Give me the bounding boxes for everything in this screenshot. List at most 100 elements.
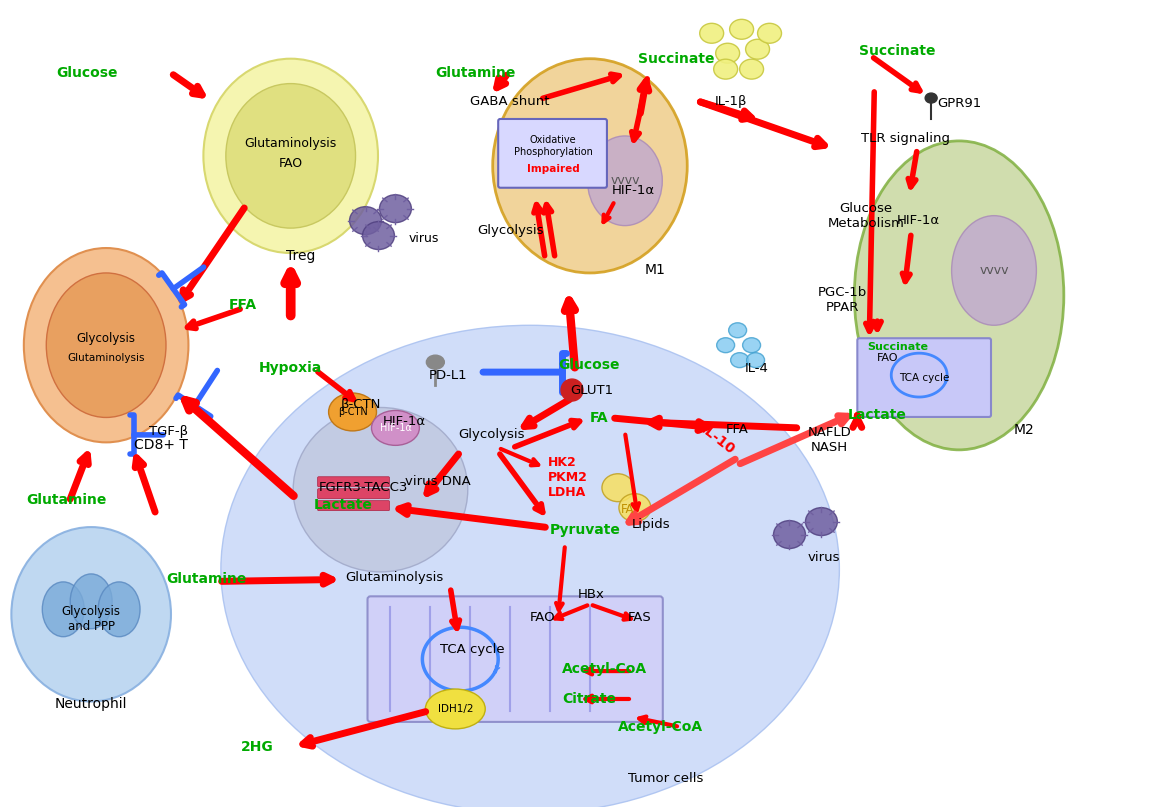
- Text: Lactate: Lactate: [848, 408, 907, 422]
- Text: FAS: FAS: [628, 611, 652, 624]
- FancyBboxPatch shape: [498, 119, 607, 187]
- Text: virus DNA: virus DNA: [405, 475, 471, 488]
- FancyBboxPatch shape: [857, 339, 991, 417]
- Ellipse shape: [426, 356, 445, 369]
- Text: Glutaminolysis: Glutaminolysis: [244, 137, 337, 150]
- Text: CD8+ T: CD8+ T: [134, 438, 188, 452]
- Ellipse shape: [740, 59, 763, 79]
- Text: Hypoxia: Hypoxia: [258, 361, 322, 375]
- Text: Glycolysis: Glycolysis: [76, 332, 135, 345]
- Text: Treg: Treg: [286, 249, 315, 263]
- Ellipse shape: [293, 407, 468, 572]
- Text: TGF-β: TGF-β: [149, 425, 188, 439]
- Text: FFA: FFA: [726, 423, 748, 436]
- Ellipse shape: [221, 326, 840, 808]
- Ellipse shape: [43, 582, 85, 637]
- Ellipse shape: [731, 352, 748, 368]
- Text: GPR91: GPR91: [937, 96, 981, 110]
- Ellipse shape: [372, 410, 419, 445]
- Text: FA: FA: [589, 411, 609, 425]
- Ellipse shape: [24, 248, 189, 442]
- Text: Glutamine: Glutamine: [27, 493, 107, 507]
- Text: β-CTN: β-CTN: [340, 398, 381, 411]
- Text: Glutaminolysis: Glutaminolysis: [67, 353, 145, 363]
- Ellipse shape: [560, 379, 582, 401]
- Ellipse shape: [492, 59, 687, 273]
- Text: 2HG: 2HG: [241, 740, 273, 754]
- Text: Acetyl-CoA: Acetyl-CoA: [618, 720, 703, 734]
- Text: M2: M2: [1013, 423, 1034, 437]
- Text: vvvv: vvvv: [980, 264, 1009, 277]
- Text: Oxidative
Phosphorylation: Oxidative Phosphorylation: [514, 135, 593, 157]
- Ellipse shape: [716, 44, 740, 63]
- FancyBboxPatch shape: [367, 596, 662, 722]
- Ellipse shape: [747, 352, 764, 368]
- Text: β-CTN: β-CTN: [338, 407, 367, 417]
- Text: TCA cycle: TCA cycle: [900, 373, 950, 383]
- Text: HIF-1α: HIF-1α: [897, 214, 940, 227]
- Ellipse shape: [728, 322, 747, 338]
- Ellipse shape: [925, 93, 937, 103]
- Ellipse shape: [12, 527, 171, 701]
- Text: Glutaminolysis: Glutaminolysis: [345, 571, 444, 584]
- Text: IL-10: IL-10: [698, 423, 738, 457]
- Ellipse shape: [855, 141, 1064, 450]
- Text: virus: virus: [409, 232, 439, 245]
- Text: FFA: FFA: [229, 298, 257, 313]
- Ellipse shape: [952, 216, 1036, 326]
- Text: Tumor cells: Tumor cells: [628, 772, 703, 785]
- Text: Glycolysis: Glycolysis: [477, 224, 543, 237]
- Text: Acetyl-CoA: Acetyl-CoA: [562, 662, 647, 676]
- Text: HBx: HBx: [578, 588, 604, 601]
- Text: TLR signaling: TLR signaling: [862, 133, 951, 145]
- Text: FAO: FAO: [878, 353, 899, 363]
- Text: Succinate: Succinate: [859, 44, 936, 58]
- Text: Lactate: Lactate: [314, 498, 373, 511]
- Text: IL-1β: IL-1β: [714, 95, 747, 107]
- Ellipse shape: [587, 136, 662, 225]
- Text: GLUT1: GLUT1: [570, 384, 613, 397]
- Ellipse shape: [71, 574, 112, 629]
- Text: virus: virus: [807, 551, 840, 564]
- Text: GABA shunt: GABA shunt: [470, 95, 550, 107]
- Text: Glutamine: Glutamine: [166, 572, 247, 587]
- Ellipse shape: [350, 207, 381, 234]
- Ellipse shape: [98, 582, 140, 637]
- Text: HK2
PKM2
LDHA: HK2 PKM2 LDHA: [548, 457, 588, 499]
- Text: PGC-1b
PPAR: PGC-1b PPAR: [818, 286, 866, 314]
- Ellipse shape: [226, 83, 356, 228]
- Text: Glucose: Glucose: [57, 66, 118, 80]
- Ellipse shape: [380, 195, 411, 223]
- Ellipse shape: [602, 473, 633, 502]
- Text: TCA cycle: TCA cycle: [440, 642, 505, 655]
- Text: Glycolysis
and PPP: Glycolysis and PPP: [61, 605, 120, 633]
- Text: FA: FA: [621, 503, 635, 516]
- Text: Neutrophil: Neutrophil: [54, 697, 127, 711]
- Ellipse shape: [425, 689, 485, 729]
- Text: Glucose: Glucose: [558, 358, 620, 372]
- Text: Succinate: Succinate: [867, 343, 929, 352]
- Text: FGFR3-TACC3: FGFR3-TACC3: [318, 482, 408, 494]
- Ellipse shape: [713, 59, 738, 79]
- Ellipse shape: [806, 507, 837, 536]
- Text: HIF-1α: HIF-1α: [382, 415, 426, 428]
- Text: Glycolysis: Glycolysis: [459, 428, 525, 441]
- Text: Glucose
Metabolism: Glucose Metabolism: [828, 202, 904, 229]
- Text: FAO: FAO: [279, 158, 302, 170]
- Text: Pyruvate: Pyruvate: [550, 523, 621, 537]
- Text: Glutamine: Glutamine: [435, 66, 515, 80]
- Ellipse shape: [46, 273, 166, 418]
- Text: Lipids: Lipids: [632, 518, 670, 531]
- Ellipse shape: [746, 40, 770, 59]
- Text: HIF-1α: HIF-1α: [611, 184, 655, 197]
- FancyBboxPatch shape: [317, 477, 389, 486]
- Text: FAO: FAO: [530, 611, 556, 624]
- Ellipse shape: [730, 19, 754, 40]
- Ellipse shape: [717, 338, 734, 352]
- Text: IL-4: IL-4: [745, 362, 769, 375]
- Text: M1: M1: [644, 263, 665, 277]
- Ellipse shape: [699, 23, 724, 44]
- Text: IDH1/2: IDH1/2: [438, 704, 474, 714]
- Text: Succinate: Succinate: [638, 53, 714, 66]
- Text: HIF-1α: HIF-1α: [380, 423, 411, 433]
